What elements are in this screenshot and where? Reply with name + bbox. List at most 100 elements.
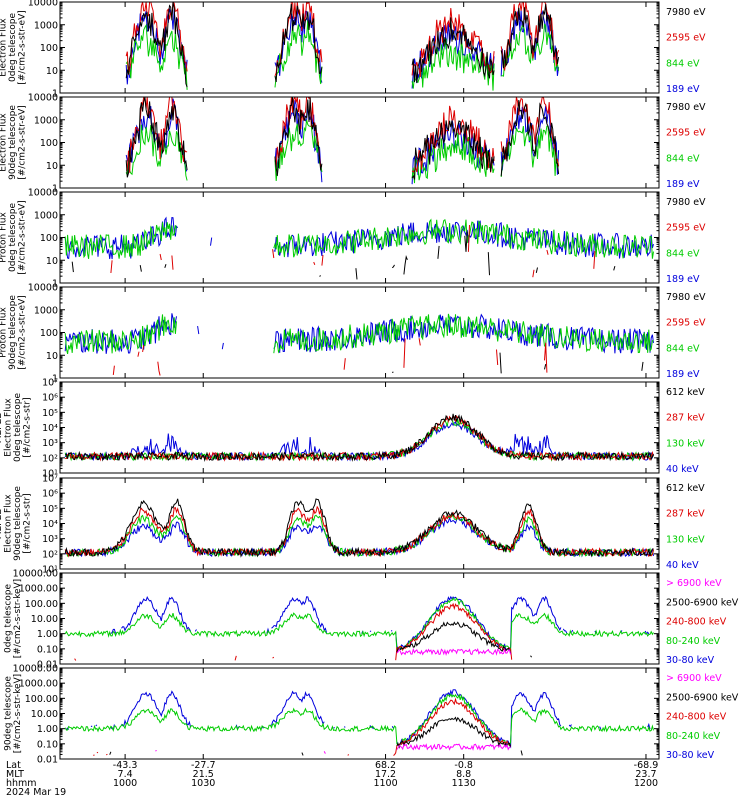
y-tick-label: 0.01 [37,660,58,671]
footer-mlt-value: 21.5 [193,769,214,780]
y-tick-label: 10000 [28,0,58,9]
y-tick-label: 1.00 [37,629,58,640]
y-axis-title-line: 90deg telescope [3,676,13,751]
y-tick-label: 0.10 [37,644,58,655]
y-axis-title-line: Proton Flux [0,307,9,358]
y-axis-title-line: 0deg telescope [8,203,18,273]
legend-entry: 30-80 keV [666,655,715,666]
y-tick-label: 10⁷ [42,378,58,389]
legend-entry: 844 eV [666,248,700,259]
legend-entry: 189 eV [666,179,700,190]
y-tick-label: 10000 [28,93,58,104]
legend-entry: 189 eV [666,369,700,380]
footer-lat-value: 68.2 [375,760,396,771]
legend-entry: 130 keV [666,534,705,545]
series-trace-30-80-kev [111,597,654,650]
y-tick-label: 10 [46,161,58,172]
y-tick-label: 10.00 [31,614,58,625]
y-tick-label: 10⁷ [42,474,58,485]
y-tick-label: 1000 [34,20,58,31]
y-tick-label: 1000.00 [19,584,58,595]
legend-entry: 612 keV [666,483,705,494]
footer-hhmm-value: 1000 [113,778,137,789]
footer-hhmm-value: 1100 [373,778,397,789]
y-axis-title-line: [#/cm2-s-str-eV] [18,200,28,275]
legend-entry: 2595 eV [666,318,706,329]
series-trace-287-kev [65,414,654,462]
footer-row-label: MLT [6,769,24,780]
y-axis-title-line: 0deg telescope [8,13,18,83]
legend-entry: 40 keV [666,560,699,571]
y-tick-label: 0.01 [37,755,58,766]
footer-mlt-value: 17.2 [375,769,396,780]
y-axis-title-line: 90deg telescope [8,295,18,370]
series-trace-80-240-kev [64,693,654,747]
legend-entry: > 6900 keV [666,578,722,589]
y-axis-title-line: 90deg telescope [13,486,23,561]
panel-7: 0.01 0.10 1.00 10.00 100.00 1000.00 10000.000d… [3,569,739,671]
series-trace-844-ev [125,119,559,184]
y-tick-label: 10⁶ [42,393,58,404]
y-tick-label: 10 [46,66,58,77]
y-axis-title-line: 0deg telescope [13,393,23,463]
y-tick-label: 10⁴ [42,519,58,530]
footer-lat-value: -0.8 [454,760,473,771]
y-axis-title: Proton Flux 0deg telescope [#/cm2-s-str-eV… [0,200,28,275]
y-axis-title: Electron Flux 0deg telescope [#/cm2-s-str-… [0,10,28,85]
y-tick-label: 10 [46,256,58,267]
series-trace-2500-6900-kev [110,718,649,756]
y-tick-label: 100.00 [25,599,58,610]
y-tick-label: 100 [40,138,58,149]
panel-6-traces [64,498,654,558]
footer-mlt-value: 23.7 [635,769,656,780]
y-tick-label: 10000 [28,188,58,199]
legend-entry: 240-800 keV [666,617,727,628]
series-trace--6900-kev [397,649,633,660]
footer-mlt-value: 7.4 [118,769,133,780]
legend-entry: 844 eV [666,153,700,164]
panel-frame [59,572,660,665]
panel-frame [59,667,660,760]
footer-mlt-value: 8.8 [456,769,471,780]
legend-entry: 7980 eV [666,7,706,18]
y-axis-title-line: Electron Flux [0,113,9,172]
legend-entry: 7980 eV [666,102,706,113]
y-tick-label: 1000 [34,210,58,221]
y-axis-title-line: Electron Flux [3,494,13,553]
footer-hhmm-value: 1030 [191,778,215,789]
y-tick-label: 10² [42,453,58,464]
y-tick-label: 1.00 [37,724,58,735]
y-tick-label: 10 [46,351,58,362]
y-tick-label: 10000 [28,283,58,294]
legend-entry: 2595 eV [666,128,706,139]
y-axis-title-line: [#/cm2-s-str-eV] [18,295,28,370]
footer-lat-value: -27.7 [191,760,216,771]
y-tick-label: 10⁵ [42,408,58,419]
legend-entry: 7980 eV [666,197,706,208]
legend-entry: 80-240 keV [666,731,721,742]
legend-entry: 844 eV [666,58,700,69]
y-axis-title-line: [#/cm2-s-str] [22,397,32,457]
legend-entry: 612 keV [666,387,705,398]
series-trace-7980-ev [392,353,649,374]
legend-entry: 189 eV [666,274,700,285]
y-tick-label: 100 [40,43,58,54]
y-tick-label: 10.00 [31,709,58,720]
legend-entry: 2595 eV [666,223,706,234]
legend-entry: 30-80 keV [666,750,715,761]
y-axis-title-line: MEPED [0,412,4,444]
y-axis-title-line: 90deg telescope [8,105,18,180]
y-axis-title-line: 0deg telescope [3,584,13,654]
y-axis-title-line: [#/cm2-s-str-eV] [18,10,28,85]
y-tick-label: 1 [52,374,58,385]
y-tick-label: 1000 [34,115,58,126]
footer-row-label: hhmm [6,778,37,789]
y-axis-title: MEPED Electron Flux 90deg telescope [#/cm2-… [0,486,32,561]
y-tick-label: 10³ [42,438,58,449]
y-axis-title-line: Electron Flux [0,18,9,77]
y-tick-label: 10⁶ [42,489,58,500]
footer-lat-value: -43.3 [113,760,138,771]
series-trace-7980-ev [125,97,560,180]
series-trace--6900-kev [155,744,646,753]
